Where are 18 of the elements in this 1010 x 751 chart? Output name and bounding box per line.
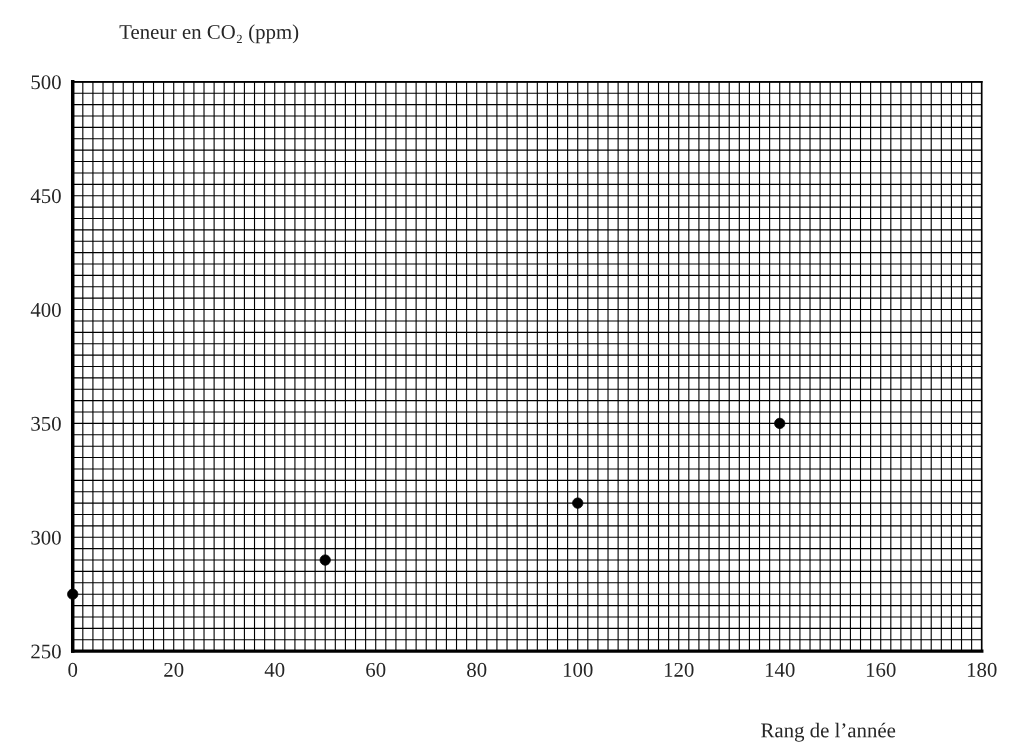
y-tick-label: 350 (31, 416, 61, 431)
x-tick-label: 80 (467, 662, 487, 677)
x-tick-label: 180 (967, 662, 997, 677)
x-tick-label: 40 (264, 662, 285, 677)
x-tick-label: 100 (563, 662, 593, 677)
y-tick-label: 450 (30, 189, 61, 204)
y-tick-label: 500 (31, 75, 61, 90)
y-tick-label: 300 (31, 530, 61, 545)
x-tick-label: 0 (68, 662, 78, 677)
x-tick-label: 120 (664, 662, 694, 677)
x-tick-label: 140 (765, 662, 795, 677)
x-tick-label: 20 (164, 662, 184, 677)
y-tick-label: 400 (30, 302, 61, 317)
y-axis-title: Teneur en CO₂ (ppm) (119, 24, 299, 44)
x-axis-title: Rang de l’année (761, 722, 896, 742)
y-tick-label: 250 (31, 644, 61, 659)
x-tick-label: 160 (866, 662, 896, 677)
x-tick-label: 60 (366, 662, 386, 677)
